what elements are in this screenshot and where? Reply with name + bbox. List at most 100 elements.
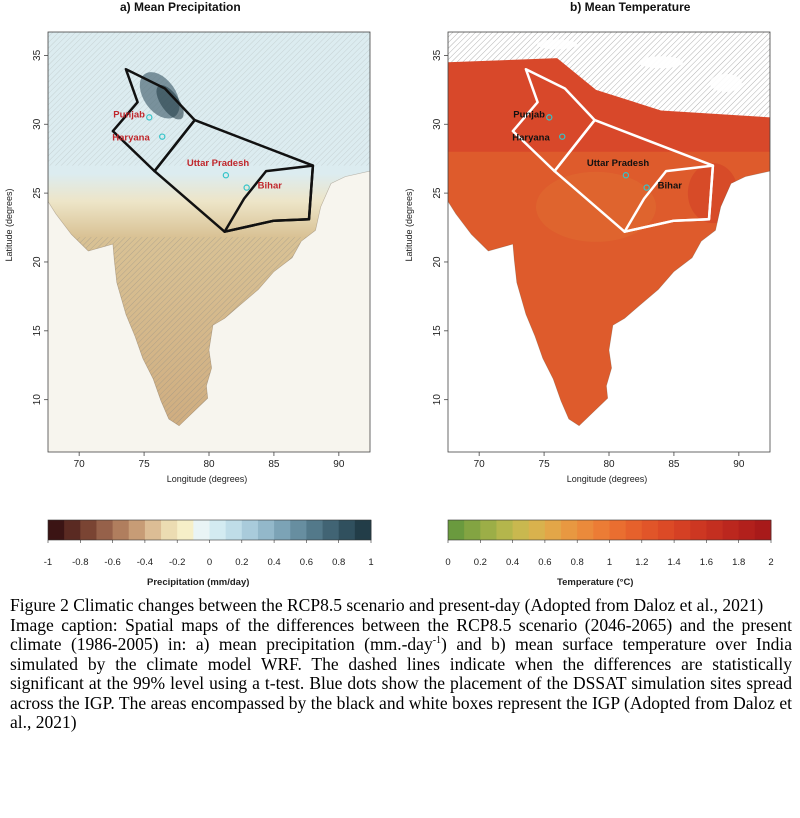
- x-axis-label: Longitude (degrees): [567, 474, 648, 484]
- x-tick-label: 80: [603, 459, 615, 470]
- colorbar-swatch: [96, 520, 113, 540]
- y-tick-label: 25: [32, 187, 43, 199]
- colorbar-tick-label: 0: [445, 557, 450, 568]
- place-label: Uttar Pradesh: [587, 158, 649, 169]
- colorbar-swatch: [754, 520, 772, 540]
- dssat-site-dot: [159, 133, 166, 140]
- place-label: Uttar Pradesh: [187, 158, 249, 169]
- figure-caption: Figure 2 Climatic changes between the RC…: [10, 595, 792, 733]
- colorbar-swatch: [290, 520, 307, 540]
- colorbar-swatch: [706, 520, 723, 540]
- colorbar-tick-label: 1.6: [700, 557, 713, 568]
- y-tick-label: 35: [432, 49, 443, 61]
- colorbar-swatch: [528, 520, 546, 540]
- colorbar-swatch: [464, 520, 481, 540]
- colorbar-tick-label: 1.8: [732, 557, 745, 568]
- colorbar-swatch: [209, 520, 227, 540]
- caption-superscript: -1: [432, 635, 442, 647]
- colorbar-tick-label: 0.8: [332, 557, 345, 568]
- colorbar-swatch: [512, 520, 530, 540]
- dssat-site-dot: [622, 172, 630, 179]
- temperature-map: Punjab Haryana Uttar Pradesh Bihar 70 75 80 85 9…: [404, 31, 771, 484]
- dssat-site-dot: [222, 172, 230, 179]
- y-tick-label: 10: [32, 394, 43, 406]
- colorbar-tick-label: 1.4: [667, 557, 680, 568]
- panel-title: a) Mean Precipitation: [120, 0, 241, 14]
- y-tick-label: 20: [432, 256, 443, 268]
- x-tick-label: 70: [74, 459, 86, 470]
- panel-precipitation: a) Mean Precipitation Punjab Haryana Uttar…: [0, 0, 400, 588]
- precipitation-colorbar: -1 -0.8 -0.6 -0.4 -0.2 0 0.2 0.4 0.6 0.8 1: [44, 519, 374, 568]
- colorbar-tick-label: 2: [768, 557, 773, 568]
- colorbar-tick-label: -0.8: [72, 557, 88, 568]
- dssat-site-dot: [559, 133, 566, 140]
- colorbar-swatch: [657, 520, 675, 540]
- colorbar-swatch: [241, 520, 259, 540]
- x-tick-label: 80: [203, 459, 215, 470]
- colorbar-swatch: [177, 520, 194, 540]
- figure-title: Figure 2 Climatic changes between the RC…: [10, 595, 764, 615]
- colorbar-swatch: [257, 520, 275, 540]
- x-tick-label: 85: [268, 459, 280, 470]
- y-tick-label: 20: [32, 256, 43, 268]
- colorbar-tick-label: 0.2: [474, 557, 487, 568]
- colorbar-swatch: [641, 520, 659, 540]
- x-axis-label: Longitude (degrees): [167, 474, 248, 484]
- x-tick-label: 70: [474, 459, 486, 470]
- panel-temperature: b) Mean Temperature Punjab Haryana Uttar P…: [400, 0, 800, 588]
- colorbar-title: Precipitation (mm/day): [147, 577, 250, 588]
- place-label: Punjab: [513, 109, 545, 120]
- colorbar-tick-label: 0.4: [506, 557, 519, 568]
- colorbar-swatch: [738, 520, 756, 540]
- dssat-site-dot: [243, 184, 250, 191]
- colorbar-swatch: [274, 520, 291, 540]
- precipitation-map: Punjab Haryana Uttar Pradesh Bihar 70 75 80 85 9…: [4, 31, 371, 484]
- colorbar-tick-label: 0.4: [267, 557, 280, 568]
- x-tick-label: 85: [668, 459, 680, 470]
- colorbar-tick-label: -0.2: [169, 557, 185, 568]
- colorbar-swatch: [690, 520, 707, 540]
- colorbar-swatch: [496, 520, 513, 540]
- x-tick-label: 75: [139, 459, 151, 470]
- colorbar-swatch: [625, 520, 643, 540]
- y-tick-label: 35: [32, 49, 43, 61]
- colorbar-tick-label: 1: [607, 557, 612, 568]
- dssat-site-dot: [146, 114, 153, 121]
- colorbar-tick-label: 0.6: [300, 557, 313, 568]
- place-label: Bihar: [658, 181, 683, 192]
- colorbar-swatch: [112, 520, 130, 540]
- place-label: Bihar: [258, 181, 283, 192]
- colorbar-swatch: [322, 520, 340, 540]
- colorbar-swatch: [306, 520, 323, 540]
- y-tick-label: 10: [432, 394, 443, 406]
- y-axis-label: Latitude (degrees): [4, 188, 14, 261]
- colorbar-tick-label: -0.4: [137, 557, 153, 568]
- colorbar-swatch: [674, 520, 691, 540]
- place-label: Punjab: [113, 109, 145, 120]
- colorbar-swatch: [480, 520, 497, 540]
- colorbar-tick-label: 0.2: [235, 557, 248, 568]
- caption-text-a: Image caption: Spatial maps of the diffe…: [10, 614, 792, 654]
- colorbar-swatch: [354, 520, 372, 540]
- colorbar-swatch: [161, 520, 178, 540]
- x-tick-label: 90: [733, 459, 745, 470]
- y-tick-label: 30: [432, 118, 443, 130]
- y-tick-label: 15: [432, 325, 443, 337]
- colorbar-swatch: [448, 520, 465, 540]
- colorbar-tick-label: 1.2: [635, 557, 648, 568]
- colorbar-swatch: [722, 520, 740, 540]
- caption-text-b: ) and b) mean surface temperature over I…: [10, 634, 792, 732]
- colorbar-swatch: [561, 520, 578, 540]
- y-tick-label: 25: [432, 187, 443, 199]
- colorbar-swatch: [609, 520, 627, 540]
- colorbar-swatch: [338, 520, 356, 540]
- colorbar-tick-label: 1: [368, 557, 373, 568]
- colorbar-swatch: [64, 520, 81, 540]
- colorbar-swatch: [128, 520, 146, 540]
- colorbar-swatch: [48, 520, 65, 540]
- colorbar-title: Temperature (°C): [557, 577, 634, 588]
- colorbar-swatch: [544, 520, 562, 540]
- y-axis-label: Latitude (degrees): [404, 188, 414, 261]
- colorbar-tick-label: 0: [207, 557, 212, 568]
- igp-box-3: [623, 164, 715, 233]
